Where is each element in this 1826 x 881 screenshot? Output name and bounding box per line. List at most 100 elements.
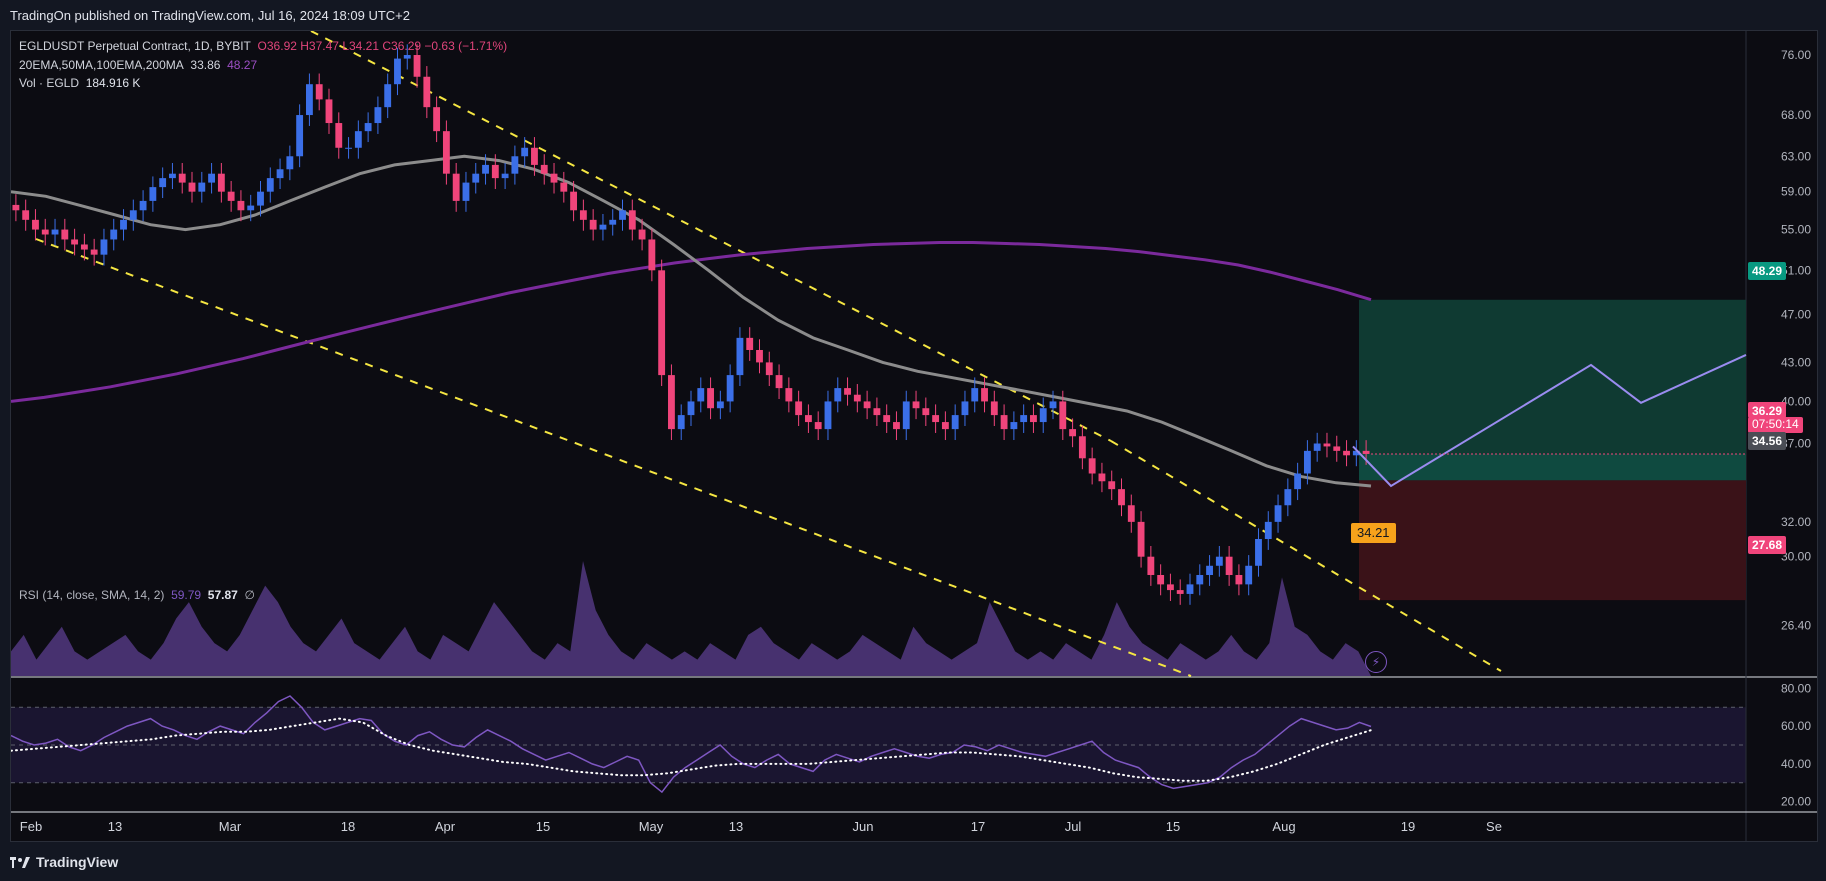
candle-body: [266, 178, 274, 192]
legend-ma-label[interactable]: 20EMA,50MA,100EMA,200MA: [19, 58, 184, 72]
candle-body: [41, 229, 49, 235]
candle-body: [824, 401, 832, 430]
time-tick-label: May: [639, 819, 664, 834]
candle-body: [1264, 521, 1272, 539]
candle-body: [364, 123, 372, 132]
candle-body: [315, 84, 323, 100]
volume-area: [11, 561, 1371, 676]
candle-body: [1323, 443, 1331, 447]
candle-body: [1127, 505, 1135, 522]
candle-body: [1059, 401, 1067, 430]
time-tick-label: Mar: [219, 819, 242, 834]
candle-body: [609, 219, 617, 225]
candle-body: [785, 388, 793, 402]
alert-icon[interactable]: ⚡: [1365, 651, 1387, 673]
candle-body: [227, 191, 235, 201]
candle-body: [756, 349, 763, 363]
time-tick-label: 13: [108, 819, 122, 834]
candle-body: [716, 401, 724, 409]
candle-body: [990, 401, 998, 416]
candle-body: [335, 123, 343, 148]
chart-svg[interactable]: 76.00 68.00 63.00 59.00 55.00 51.00 47.00 43.00…: [11, 31, 1817, 841]
candle-body: [1078, 436, 1086, 459]
candle-body: [1167, 584, 1174, 591]
price-tick-label: 43.00: [1781, 355, 1811, 369]
entry-price-tag: 34.56: [1748, 432, 1787, 450]
candle-body: [433, 107, 441, 132]
candle-body: [746, 337, 754, 350]
chart-frame[interactable]: 76.00 68.00 63.00 59.00 55.00 51.00 47.00 43.00…: [10, 30, 1818, 842]
candle-body: [403, 55, 411, 59]
candle-body: [648, 239, 656, 271]
price-tick-label: 55.00: [1781, 223, 1811, 237]
legend-rsi-label[interactable]: RSI (14, close, SMA, 14, 2): [19, 588, 165, 602]
candle-body: [550, 173, 558, 183]
candle-body: [1147, 556, 1155, 575]
candle-body: [345, 147, 352, 149]
candle-body: [139, 200, 147, 211]
legend-change: −0.63 (−1.71%): [424, 39, 508, 53]
footer-brand: TradingView: [36, 854, 119, 870]
candle-body: [687, 401, 695, 416]
price-tick-label: 59.00: [1781, 185, 1811, 199]
candle-body: [237, 200, 245, 211]
candle-body: [1186, 584, 1194, 594]
candle-body: [814, 422, 822, 430]
candle-body: [697, 388, 705, 402]
legend-rsi-val2: 57.87: [207, 588, 238, 602]
price-tick-label: 26.40: [1781, 619, 1811, 633]
candle-body: [462, 182, 470, 201]
price-tick-label: 40.00: [1781, 394, 1811, 408]
price-tick-label: 51.00: [1781, 263, 1811, 277]
candle-body: [120, 219, 127, 230]
time-tick-label: Feb: [20, 819, 42, 834]
candle-body: [521, 147, 529, 157]
candle-body: [61, 229, 69, 240]
candle-body: [531, 147, 538, 165]
candle-body: [1088, 458, 1096, 474]
legend-vol-label[interactable]: Vol · EGLD: [19, 76, 80, 90]
target-price-tag: 48.29: [1748, 262, 1787, 280]
publish-header: TradingOn published on TradingView.com, …: [10, 8, 410, 23]
candle-body: [1255, 538, 1262, 566]
candle-body: [149, 187, 157, 201]
time-tick-label: Apr: [435, 819, 456, 834]
legend-symbol-row: EGLDUSDT Perpetual Contract, 1D, BYBIT O…: [19, 39, 507, 53]
candle-body: [1294, 473, 1302, 490]
candle-body: [1157, 574, 1165, 585]
upper-trendline: [310, 31, 1112, 442]
candle-body: [22, 210, 30, 220]
candle-body: [511, 156, 519, 174]
legend-vol-row: Vol · EGLD 184.916 K: [19, 76, 140, 90]
time-tick-label: 13: [729, 819, 743, 834]
candle-body: [1206, 565, 1213, 575]
legend-open: O36.92: [257, 39, 297, 53]
price-tick-label: 63.00: [1781, 149, 1811, 163]
candle-body: [1118, 489, 1125, 506]
price-tick-label: 76.00: [1781, 48, 1811, 62]
candle-body: [110, 229, 118, 240]
time-tick-label: Aug: [1272, 819, 1295, 834]
candle-body: [1333, 446, 1341, 451]
candle-body: [1245, 565, 1253, 585]
candle-body: [599, 224, 607, 230]
legend-symbol[interactable]: EGLDUSDT Perpetual Contract, 1D, BYBIT: [19, 39, 251, 53]
candle-body: [912, 401, 920, 409]
candle-body: [1215, 556, 1223, 566]
time-tick-label: Se: [1486, 819, 1502, 834]
candle-body: [736, 337, 744, 376]
candle-body: [579, 210, 587, 220]
candle-body: [1049, 401, 1057, 409]
candle-body: [90, 249, 98, 255]
candle-body: [893, 422, 900, 430]
time-tick-label: 18: [341, 819, 355, 834]
candle-body: [1235, 574, 1243, 585]
candle-body: [247, 205, 255, 211]
candle-body: [501, 173, 509, 179]
legend-high: H37.47: [300, 39, 339, 53]
candle-body: [276, 169, 284, 179]
candle-body: [1196, 574, 1204, 585]
lower-trendline: [35, 238, 1192, 677]
countdown-tag: 07:50:14: [1748, 417, 1803, 433]
footer-logo[interactable]: TradingView: [10, 853, 118, 871]
